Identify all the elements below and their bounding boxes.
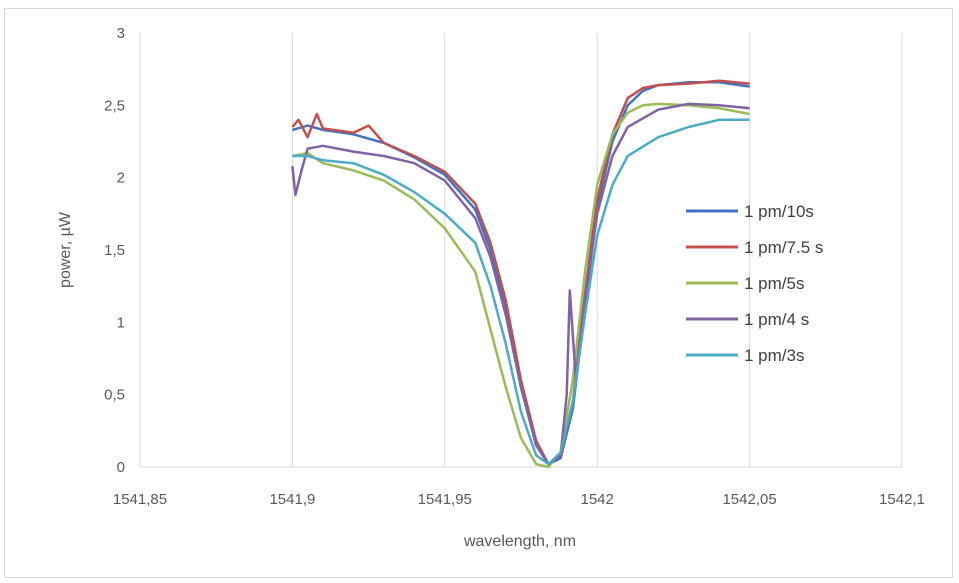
y-tick-labels: 0 0,5 1 1,5 2 2,5 3 bbox=[104, 25, 125, 476]
series-lines bbox=[291, 79, 750, 469]
x-tick-label: 1542,05 bbox=[722, 491, 776, 508]
x-tick-label: 1541,95 bbox=[418, 491, 472, 508]
x-tick-label: 1541,85 bbox=[113, 491, 167, 508]
y-tick-label: 0,5 bbox=[104, 387, 125, 404]
y-tick-label: 2 bbox=[117, 170, 125, 187]
y-tick-label: 1,5 bbox=[104, 242, 125, 259]
series-line-2 bbox=[291, 79, 750, 466]
legend-label: 1 pm/4 s bbox=[744, 310, 809, 329]
legend-label: 1 pm/5s bbox=[744, 274, 804, 293]
legend-label: 1 pm/3s bbox=[744, 346, 804, 365]
legend-label: 1 pm/7.5 s bbox=[744, 238, 823, 257]
y-tick-label: 3 bbox=[117, 25, 125, 42]
legend: 1 pm/10s 1 pm/7.5 s 1 pm/5s 1 pm/4 s 1 pm/3s bbox=[686, 202, 823, 365]
y-tick-label: 1 bbox=[117, 314, 125, 331]
y-tick-label: 2,5 bbox=[104, 97, 125, 114]
series-line-4 bbox=[291, 102, 750, 466]
x-tick-labels: 1541,85 1541,9 1541,95 1542 1542,05 1542,1 bbox=[113, 491, 925, 508]
x-tick-label: 1542,1 bbox=[879, 491, 925, 508]
grid-lines bbox=[139, 33, 903, 468]
x-tick-label: 1541,9 bbox=[269, 491, 315, 508]
series-line-3 bbox=[292, 102, 750, 469]
y-axis-title: power, µW bbox=[57, 211, 74, 288]
y-tick-label: 0 bbox=[117, 459, 125, 476]
x-tick-label: 1542 bbox=[581, 491, 614, 508]
series-line-5 bbox=[292, 118, 750, 466]
x-axis-title: wavelength, nm bbox=[463, 533, 576, 550]
chart-frame bbox=[4, 8, 953, 578]
legend-label: 1 pm/10s bbox=[744, 202, 814, 221]
